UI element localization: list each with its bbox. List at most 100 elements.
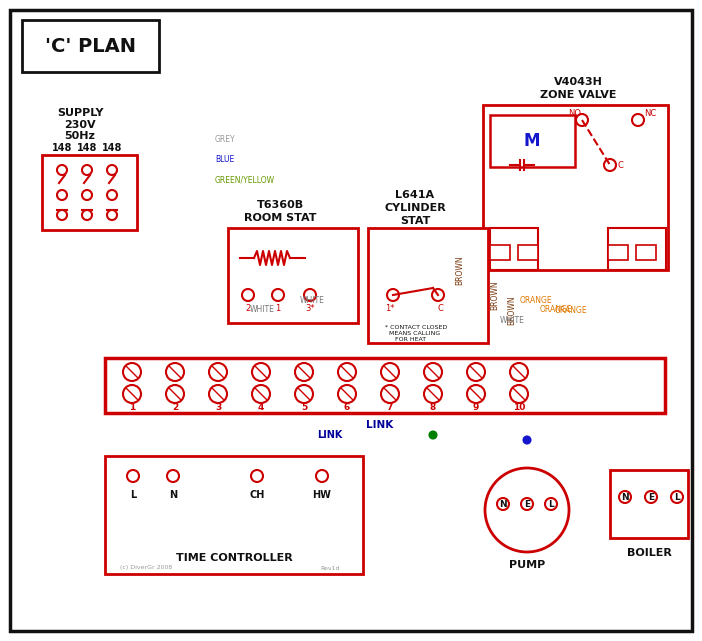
Text: L: L xyxy=(130,490,136,500)
Circle shape xyxy=(432,289,444,301)
Text: WHITE: WHITE xyxy=(300,296,325,305)
FancyBboxPatch shape xyxy=(636,245,656,260)
Text: C: C xyxy=(437,303,443,313)
Circle shape xyxy=(82,165,92,175)
Circle shape xyxy=(545,498,557,510)
Circle shape xyxy=(123,363,141,381)
Text: GREEN/YELLOW: GREEN/YELLOW xyxy=(215,175,275,184)
Circle shape xyxy=(524,437,531,444)
Circle shape xyxy=(251,470,263,482)
Circle shape xyxy=(485,468,569,552)
Text: WHITE: WHITE xyxy=(250,305,275,314)
Text: CYLINDER: CYLINDER xyxy=(384,203,446,213)
Text: 1: 1 xyxy=(275,303,281,313)
Text: (c) DiverGr 2008: (c) DiverGr 2008 xyxy=(120,565,172,570)
Text: C: C xyxy=(617,160,623,169)
Circle shape xyxy=(252,385,270,403)
Circle shape xyxy=(645,491,657,503)
Circle shape xyxy=(619,491,631,503)
Text: 3: 3 xyxy=(215,403,221,412)
Text: BOILER: BOILER xyxy=(627,548,671,558)
Circle shape xyxy=(304,289,316,301)
Circle shape xyxy=(338,363,356,381)
Text: NO: NO xyxy=(569,108,581,117)
Text: M: M xyxy=(524,132,541,150)
Circle shape xyxy=(604,159,616,171)
Text: 148: 148 xyxy=(102,143,122,153)
Circle shape xyxy=(107,165,117,175)
FancyBboxPatch shape xyxy=(368,228,488,343)
Circle shape xyxy=(166,385,184,403)
Circle shape xyxy=(467,385,485,403)
Circle shape xyxy=(467,363,485,381)
FancyBboxPatch shape xyxy=(608,245,628,260)
Circle shape xyxy=(82,190,92,200)
Text: N: N xyxy=(499,499,507,508)
Circle shape xyxy=(57,165,67,175)
Circle shape xyxy=(82,210,92,220)
Circle shape xyxy=(166,363,184,381)
FancyBboxPatch shape xyxy=(105,358,665,413)
Circle shape xyxy=(209,385,227,403)
Text: BROWN: BROWN xyxy=(490,280,499,310)
Text: 5: 5 xyxy=(301,403,307,412)
FancyBboxPatch shape xyxy=(42,155,137,230)
Circle shape xyxy=(632,114,644,126)
Text: ROOM STAT: ROOM STAT xyxy=(244,213,316,223)
FancyBboxPatch shape xyxy=(10,10,692,631)
FancyBboxPatch shape xyxy=(518,245,538,260)
Circle shape xyxy=(127,470,139,482)
Text: PUMP: PUMP xyxy=(509,560,545,570)
Text: ORANGE: ORANGE xyxy=(555,306,588,315)
Text: Rev1d: Rev1d xyxy=(321,565,340,570)
Circle shape xyxy=(209,363,227,381)
Text: 2: 2 xyxy=(246,303,251,313)
Text: 10: 10 xyxy=(513,403,525,412)
Circle shape xyxy=(316,470,328,482)
FancyBboxPatch shape xyxy=(22,20,159,72)
Text: 7: 7 xyxy=(387,403,393,412)
FancyBboxPatch shape xyxy=(490,228,538,270)
FancyBboxPatch shape xyxy=(490,115,575,167)
Circle shape xyxy=(295,385,313,403)
Circle shape xyxy=(57,190,67,200)
Text: LINK: LINK xyxy=(366,420,394,430)
Text: 3*: 3* xyxy=(305,303,314,313)
Text: ORANGE: ORANGE xyxy=(540,305,573,314)
Circle shape xyxy=(338,385,356,403)
Circle shape xyxy=(107,190,117,200)
Circle shape xyxy=(497,498,509,510)
Text: LINK: LINK xyxy=(317,430,343,440)
Text: WHITE: WHITE xyxy=(500,316,525,325)
Text: BROWN: BROWN xyxy=(507,296,516,325)
Text: GREY: GREY xyxy=(215,135,236,144)
Circle shape xyxy=(387,289,399,301)
Text: 6: 6 xyxy=(344,403,350,412)
Circle shape xyxy=(430,431,437,438)
Text: V4043H: V4043H xyxy=(554,77,602,87)
Text: N: N xyxy=(621,492,629,501)
Circle shape xyxy=(381,363,399,381)
Circle shape xyxy=(272,289,284,301)
Text: E: E xyxy=(524,499,530,508)
Text: L: L xyxy=(674,492,680,501)
Text: CH: CH xyxy=(249,490,265,500)
FancyBboxPatch shape xyxy=(228,228,358,323)
FancyBboxPatch shape xyxy=(483,105,668,270)
Text: L641A: L641A xyxy=(395,190,435,200)
Circle shape xyxy=(521,498,533,510)
Text: 1*: 1* xyxy=(385,303,395,313)
Text: BROWN: BROWN xyxy=(455,255,464,285)
Text: ZONE VALVE: ZONE VALVE xyxy=(540,90,616,100)
Text: SUPPLY
230V
50Hz: SUPPLY 230V 50Hz xyxy=(57,108,103,141)
FancyBboxPatch shape xyxy=(490,492,564,516)
Text: * CONTACT CLOSED
  MEANS CALLING
     FOR HEAT: * CONTACT CLOSED MEANS CALLING FOR HEAT xyxy=(385,325,447,342)
Circle shape xyxy=(381,385,399,403)
Text: 4: 4 xyxy=(258,403,264,412)
Text: 9: 9 xyxy=(473,403,479,412)
Text: T6360B: T6360B xyxy=(256,200,303,210)
Text: E: E xyxy=(648,492,654,501)
Text: HW: HW xyxy=(312,490,331,500)
FancyBboxPatch shape xyxy=(490,245,510,260)
Text: 2: 2 xyxy=(172,403,178,412)
